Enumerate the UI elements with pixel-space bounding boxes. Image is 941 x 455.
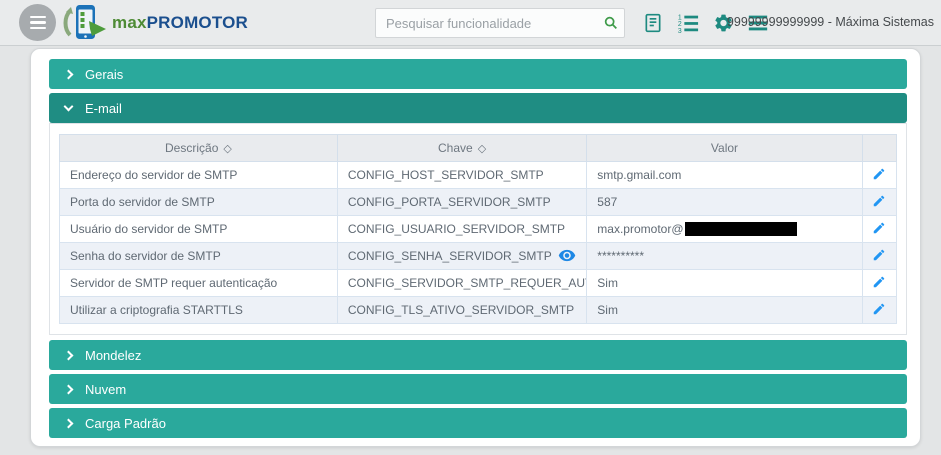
cell-valor: Sim — [586, 269, 863, 297]
table-header-row: Descrição ◇ Chave ◇ Valor — [59, 134, 898, 162]
edit-button[interactable] — [872, 221, 887, 236]
accordion-email[interactable]: E-mail — [49, 93, 907, 123]
cell-valor: 587 — [586, 188, 863, 216]
column-header-chave[interactable]: Chave ◇ — [336, 134, 588, 162]
accordion-gerais[interactable]: Gerais — [49, 59, 907, 89]
table-row: Servidor de SMTP requer autenticação CON… — [59, 269, 898, 297]
table-row: Usuário do servidor de SMTP CONFIG_USUAR… — [59, 215, 898, 243]
svg-text:2: 2 — [678, 21, 682, 28]
cell-chave: CONFIG_PORTA_SERVIDOR_SMTP — [336, 188, 588, 216]
accordion-label: Carga Padrão — [85, 415, 166, 431]
top-header: maxPROMOTOR 1 2 3 — [0, 0, 941, 46]
pencil-icon — [874, 222, 885, 233]
content-card: Gerais E-mail Descrição ◇ Chave ◇ Valor — [30, 48, 921, 447]
cell-descricao: Senha do servidor de SMTP — [59, 242, 338, 270]
logo-text-max: max — [112, 13, 147, 32]
pencil-icon — [874, 168, 885, 179]
cell-chave: CONFIG_TLS_ATIVO_SERVIDOR_SMTP — [336, 296, 588, 324]
numbered-list-icon[interactable]: 1 2 3 — [677, 11, 699, 35]
svg-text:1: 1 — [678, 14, 682, 21]
cell-chave: CONFIG_SENHA_SERVIDOR_SMTP — [336, 242, 588, 270]
table-row: Senha do servidor de SMTP CONFIG_SENHA_S… — [59, 242, 898, 270]
smtp-config-table: Descrição ◇ Chave ◇ Valor Endereço do serv… — [59, 134, 898, 324]
cell-valor: Sim — [586, 296, 863, 324]
column-header-descricao[interactable]: Descrição ◇ — [59, 134, 338, 162]
edit-button[interactable] — [872, 248, 887, 263]
accordion-label: Nuvem — [85, 381, 127, 397]
search-container — [375, 8, 625, 38]
cell-descricao: Servidor de SMTP requer autenticação — [59, 269, 338, 297]
edit-button[interactable] — [872, 302, 887, 317]
edit-button[interactable] — [872, 275, 887, 290]
accordion-label: E-mail — [85, 100, 122, 116]
pencil-icon — [874, 303, 885, 314]
menu-list-icon[interactable] — [747, 11, 769, 35]
cell-descricao: Porta do servidor de SMTP — [59, 188, 338, 216]
accordion-label: Mondelez — [85, 347, 142, 363]
cell-chave: CONFIG_SERVIDOR_SMTP_REQUER_AUTENTICACAO — [336, 269, 588, 297]
gear-icon[interactable] — [712, 11, 734, 35]
pencil-icon — [874, 276, 885, 287]
accordion-mondelez[interactable]: Mondelez — [49, 340, 907, 370]
table-row: Endereço do servidor de SMTP CONFIG_HOST… — [59, 161, 898, 189]
svg-text:3: 3 — [678, 28, 682, 35]
accordion-label: Gerais — [85, 66, 124, 82]
search-input[interactable] — [375, 8, 625, 38]
header-icon-group: 1 2 3 — [642, 11, 769, 35]
cell-valor: smtp.gmail.com — [586, 161, 863, 189]
redacted-text — [684, 222, 797, 236]
column-header-actions — [861, 134, 898, 162]
chevron-down-icon — [63, 101, 74, 111]
pencil-icon — [874, 195, 885, 206]
chevron-right-icon — [63, 350, 74, 360]
cell-valor: max.promotor@ — [586, 215, 863, 243]
cell-descricao: Endereço do servidor de SMTP — [59, 161, 338, 189]
chevron-right-icon — [63, 418, 74, 428]
document-icon[interactable] — [642, 11, 664, 35]
phone-logo-icon — [63, 5, 106, 39]
column-header-valor: Valor — [586, 134, 863, 162]
edit-button[interactable] — [872, 167, 887, 182]
search-icon[interactable] — [603, 15, 619, 31]
logo-text-promotor: PROMOTOR — [146, 13, 249, 32]
hamburger-button[interactable] — [19, 4, 56, 41]
pencil-icon — [874, 249, 885, 260]
sort-icon: ◇ — [477, 143, 487, 155]
cell-valor: ********** — [586, 242, 863, 270]
accordion-carga-padrao[interactable]: Carga Padrão — [49, 408, 907, 438]
sort-icon: ◇ — [223, 143, 232, 155]
table-row: Porta do servidor de SMTP CONFIG_PORTA_S… — [59, 188, 898, 216]
chevron-right-icon — [63, 384, 74, 394]
edit-button[interactable] — [872, 194, 887, 209]
app-logo: maxPROMOTOR — [62, 2, 248, 44]
cell-descricao: Utilizar a criptografia STARTTLS — [59, 296, 338, 324]
accordion-nuvem[interactable]: Nuvem — [49, 374, 907, 404]
account-label: 99999999999999 - Máxima Sistemas — [726, 15, 934, 29]
chevron-right-icon — [63, 69, 74, 79]
cell-chave: CONFIG_USUARIO_SERVIDOR_SMTP — [336, 215, 588, 243]
hamburger-icon — [29, 15, 46, 30]
cell-chave: CONFIG_HOST_SERVIDOR_SMTP — [336, 161, 588, 189]
table-row: Utilizar a criptografia STARTTLS CONFIG_… — [59, 296, 898, 324]
eye-icon[interactable] — [558, 249, 576, 263]
cell-descricao: Usuário do servidor de SMTP — [59, 215, 338, 243]
email-settings-panel: Descrição ◇ Chave ◇ Valor Endereço do serv… — [49, 123, 907, 335]
